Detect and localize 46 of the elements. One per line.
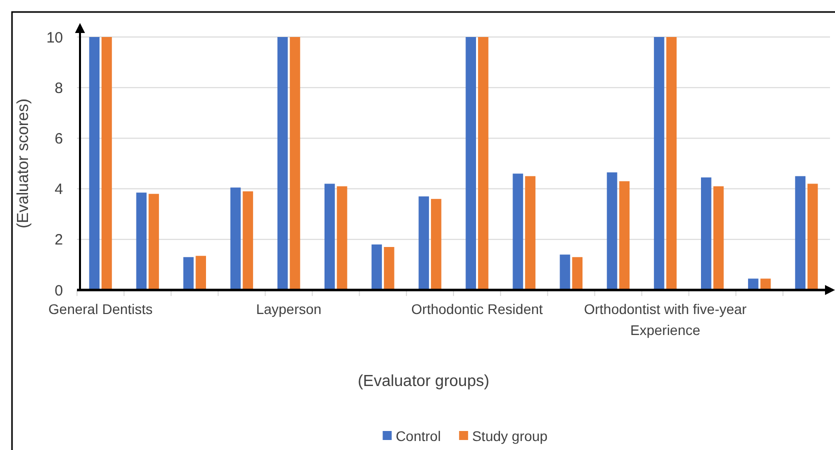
bar [666, 37, 677, 290]
y-tick-label: 8 [54, 80, 63, 97]
bar [466, 37, 476, 290]
bar [795, 176, 806, 290]
bar [183, 257, 194, 290]
y-tick-label: 4 [54, 181, 63, 198]
legend-label: Control [396, 428, 441, 444]
bar [525, 176, 536, 290]
bar [713, 186, 724, 290]
y-tick-label: 10 [46, 29, 63, 46]
bar [324, 184, 335, 290]
x-tick-label: Orthodontic Resident [411, 301, 543, 317]
bar [478, 37, 488, 290]
bar [136, 192, 147, 290]
bar [230, 188, 241, 290]
y-tick-label: 2 [54, 232, 63, 249]
bar [606, 172, 618, 290]
bar [418, 196, 429, 290]
bar [336, 186, 348, 290]
y-tick-label: 6 [54, 130, 63, 148]
x-tick-label: Orthodontist with five-year Experience [584, 301, 747, 338]
bar [654, 37, 664, 290]
bar [430, 198, 442, 290]
x-axis-title: (Evaluator groups) [358, 373, 490, 390]
bar [807, 184, 818, 290]
bar [290, 37, 300, 290]
bar [384, 246, 394, 290]
bar [148, 194, 159, 290]
y-axis-title: (Evaluator scores) [15, 98, 32, 228]
bar [372, 244, 382, 290]
bar [196, 256, 206, 290]
bar [760, 278, 771, 290]
bar [700, 177, 712, 290]
legend-label: Study group [472, 428, 548, 444]
bar [102, 37, 112, 290]
bar [512, 174, 524, 290]
bar [560, 254, 570, 290]
y-tick-label: 0 [54, 282, 63, 300]
bar [572, 257, 583, 290]
bar [619, 181, 630, 290]
x-tick-label: Layperson [256, 301, 322, 317]
bar [242, 191, 254, 290]
bar [748, 278, 758, 290]
bar [89, 37, 100, 290]
bar [277, 37, 288, 290]
x-tick-label: General Dentists [48, 301, 153, 317]
